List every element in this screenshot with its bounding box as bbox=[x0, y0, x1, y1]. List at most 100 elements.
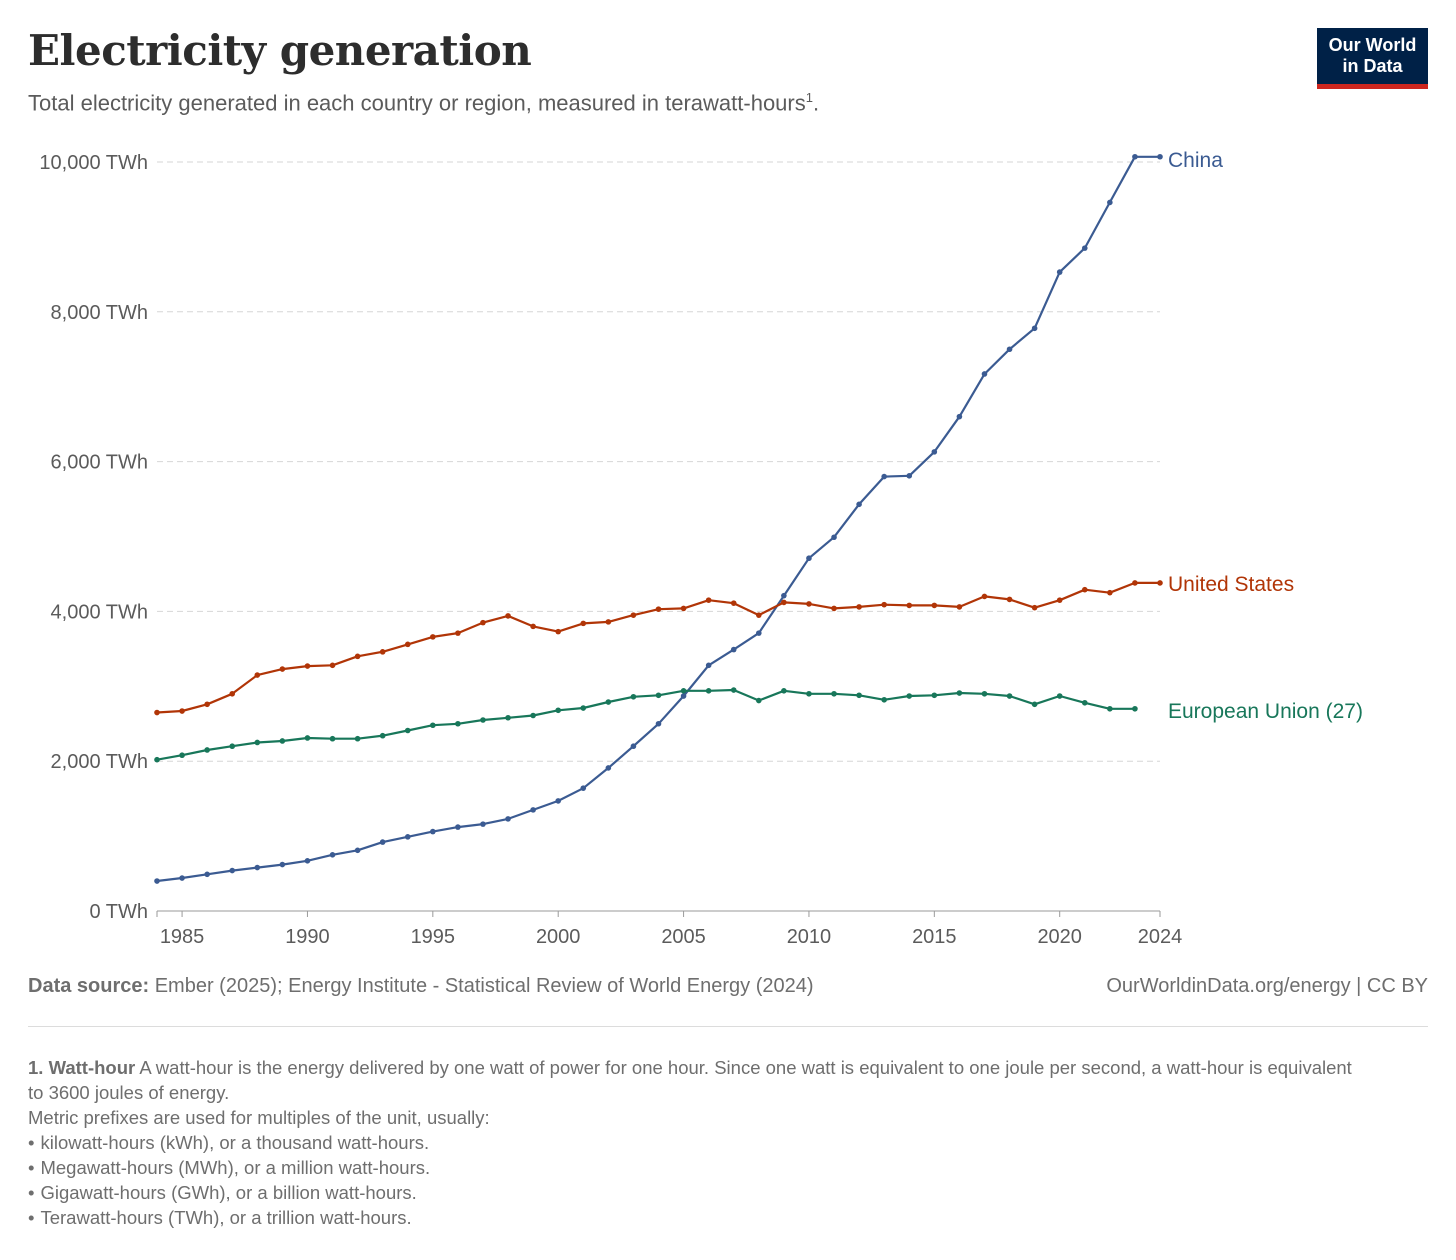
data-point[interactable] bbox=[455, 824, 461, 830]
data-point[interactable] bbox=[304, 735, 311, 741]
data-point[interactable] bbox=[1031, 701, 1038, 708]
data-point[interactable] bbox=[1031, 325, 1038, 332]
data-point[interactable] bbox=[1006, 693, 1013, 699]
series-label[interactable]: European Union (27) bbox=[1168, 700, 1363, 723]
data-point[interactable] bbox=[480, 619, 486, 626]
data-point[interactable] bbox=[154, 878, 160, 884]
data-point[interactable] bbox=[204, 701, 210, 708]
series-label[interactable]: United States bbox=[1168, 573, 1294, 596]
data-point[interactable] bbox=[329, 662, 336, 669]
series-china[interactable]: China bbox=[154, 149, 1223, 884]
data-point[interactable] bbox=[981, 690, 988, 697]
data-point[interactable] bbox=[379, 839, 386, 845]
data-point[interactable] bbox=[455, 630, 461, 636]
data-point[interactable] bbox=[1132, 153, 1138, 160]
data-point[interactable] bbox=[480, 717, 486, 723]
data-point[interactable] bbox=[1081, 699, 1088, 706]
data-point[interactable] bbox=[329, 735, 336, 742]
data-point[interactable] bbox=[856, 501, 862, 508]
data-point[interactable] bbox=[730, 600, 737, 606]
footer-link[interactable]: OurWorldinData.org/energy | CC BY bbox=[1106, 975, 1428, 997]
data-point[interactable] bbox=[1056, 269, 1063, 275]
data-point[interactable] bbox=[605, 699, 612, 705]
data-point[interactable] bbox=[680, 693, 687, 699]
data-point[interactable] bbox=[1031, 604, 1038, 611]
data-point[interactable] bbox=[505, 714, 511, 721]
data-point[interactable] bbox=[655, 720, 662, 727]
data-point[interactable] bbox=[404, 727, 411, 734]
data-point[interactable] bbox=[505, 613, 511, 619]
data-point[interactable] bbox=[530, 807, 536, 813]
footnote-marker[interactable]: 1 bbox=[805, 90, 813, 105]
data-point[interactable] bbox=[630, 612, 637, 618]
data-point[interactable] bbox=[856, 604, 862, 610]
data-point[interactable] bbox=[856, 692, 862, 699]
data-point[interactable] bbox=[981, 593, 988, 600]
data-point[interactable] bbox=[831, 534, 837, 541]
data-point[interactable] bbox=[379, 732, 386, 739]
data-point[interactable] bbox=[781, 592, 787, 599]
data-point[interactable] bbox=[304, 663, 311, 669]
data-point[interactable] bbox=[680, 605, 687, 612]
data-point[interactable] bbox=[956, 604, 963, 610]
data-point[interactable] bbox=[906, 473, 913, 479]
data-point[interactable] bbox=[730, 646, 737, 653]
data-point[interactable] bbox=[931, 692, 938, 699]
data-point[interactable] bbox=[505, 816, 511, 822]
data-point[interactable] bbox=[806, 555, 812, 562]
data-point[interactable] bbox=[806, 601, 812, 607]
data-point[interactable] bbox=[555, 628, 561, 635]
data-point[interactable] bbox=[756, 630, 762, 636]
data-point[interactable] bbox=[1006, 346, 1013, 353]
data-point[interactable] bbox=[931, 449, 938, 455]
data-point[interactable] bbox=[204, 747, 210, 753]
data-point[interactable] bbox=[655, 606, 662, 612]
data-point[interactable] bbox=[354, 847, 361, 854]
owid-logo[interactable]: Our World in Data bbox=[1317, 28, 1428, 89]
data-point[interactable] bbox=[680, 687, 687, 694]
data-point[interactable] bbox=[906, 602, 913, 609]
data-point[interactable] bbox=[580, 705, 587, 711]
data-point[interactable] bbox=[580, 785, 587, 791]
data-point[interactable] bbox=[279, 861, 286, 868]
data-point[interactable] bbox=[1157, 153, 1163, 160]
data-point[interactable] bbox=[705, 597, 712, 603]
data-point[interactable] bbox=[1081, 586, 1088, 593]
series-united-states[interactable]: United States bbox=[154, 573, 1294, 716]
data-point[interactable] bbox=[956, 413, 963, 420]
data-point[interactable] bbox=[831, 605, 837, 612]
data-point[interactable] bbox=[254, 672, 261, 678]
series-european-union-27[interactable]: European Union (27) bbox=[154, 687, 1363, 763]
data-point[interactable] bbox=[605, 765, 612, 771]
data-point[interactable] bbox=[179, 875, 185, 881]
data-point[interactable] bbox=[1107, 589, 1113, 596]
data-point[interactable] bbox=[1132, 580, 1138, 586]
data-point[interactable] bbox=[229, 743, 236, 750]
data-point[interactable] bbox=[354, 653, 361, 660]
data-point[interactable] bbox=[756, 612, 762, 618]
data-point[interactable] bbox=[279, 738, 286, 744]
data-point[interactable] bbox=[179, 708, 185, 714]
data-point[interactable] bbox=[1056, 693, 1063, 699]
data-point[interactable] bbox=[1107, 705, 1113, 712]
data-point[interactable] bbox=[630, 693, 637, 700]
data-point[interactable] bbox=[1157, 580, 1163, 586]
data-point[interactable] bbox=[555, 707, 561, 714]
data-source-text[interactable]: Ember (2025); Energy Institute - Statist… bbox=[154, 975, 814, 997]
data-point[interactable] bbox=[981, 371, 988, 377]
data-point[interactable] bbox=[881, 696, 887, 703]
data-point[interactable] bbox=[204, 871, 210, 878]
data-point[interactable] bbox=[354, 735, 361, 742]
data-point[interactable] bbox=[229, 867, 236, 874]
data-point[interactable] bbox=[480, 821, 486, 827]
data-point[interactable] bbox=[580, 620, 587, 627]
data-point[interactable] bbox=[1081, 245, 1088, 251]
data-point[interactable] bbox=[254, 739, 261, 746]
data-point[interactable] bbox=[179, 752, 185, 759]
data-point[interactable] bbox=[1006, 596, 1013, 603]
data-point[interactable] bbox=[404, 834, 411, 840]
data-point[interactable] bbox=[555, 798, 561, 804]
data-point[interactable] bbox=[1056, 597, 1063, 603]
data-point[interactable] bbox=[781, 599, 787, 606]
data-point[interactable] bbox=[655, 692, 662, 699]
